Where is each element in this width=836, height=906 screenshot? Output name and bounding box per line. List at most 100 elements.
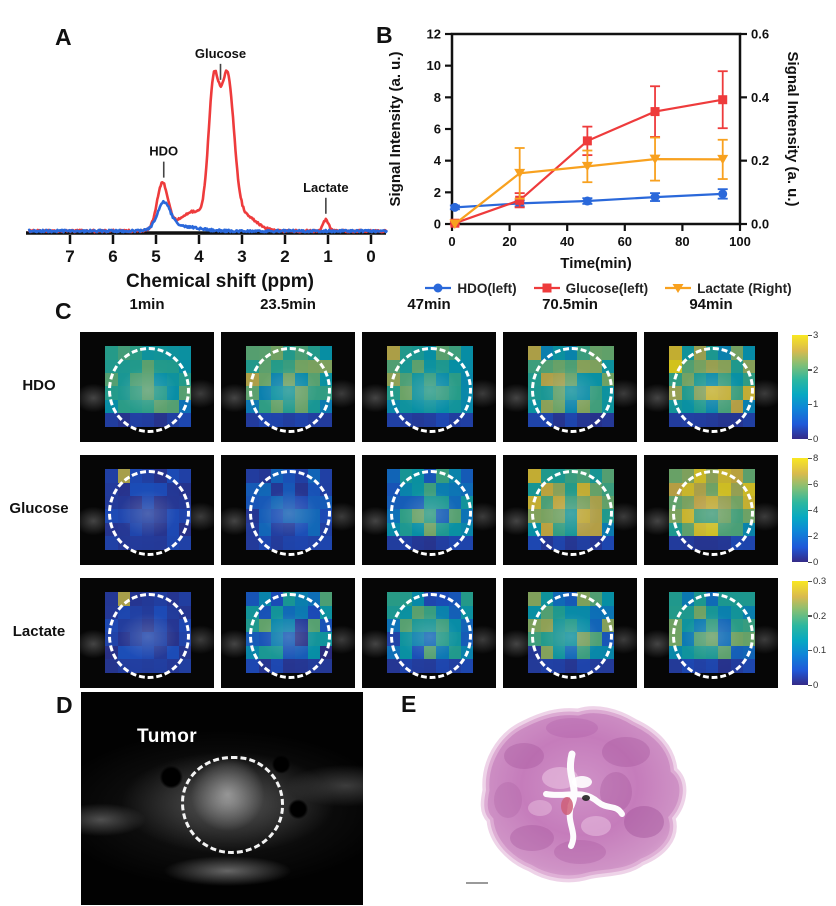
map-row-label: Lactate [12,623,66,640]
mri-map-cell [503,455,637,565]
colorbar [792,581,808,685]
left-tick-label: 10 [427,58,441,73]
map-tile [105,592,118,606]
data-point [650,192,660,202]
map-tile [528,413,541,427]
left-tick-label: 12 [427,27,441,42]
mri-map-cell [221,455,355,565]
tumor-mri-image: Tumor [81,692,363,905]
map-tile [387,346,400,360]
map-tile [742,659,756,673]
map-tile [387,536,400,550]
mri-map-cell [221,578,355,688]
map-tile [319,413,333,427]
map-tile [669,659,682,673]
map-tile [528,592,541,606]
legend-label: Lactate (Right) [697,280,792,296]
colorbar-tick-label: 6 [813,479,819,490]
map-tile [178,346,192,360]
triangle-down-marker-icon [665,284,692,293]
map-tile [460,659,474,673]
tumor-annotation: Tumor [137,726,198,747]
map-tile [319,659,333,673]
colorbar [792,335,808,439]
legend-marker [542,283,552,293]
map-tile [669,413,682,427]
tumor-roi-outline [390,593,472,680]
right-tick-label: 0.0 [751,217,769,232]
panel-d-label: D [56,692,73,718]
mri-map-cell [80,455,214,565]
colorbar-tick-label: 0 [813,434,819,445]
map-tile [742,413,756,427]
x-tick-label: 2 [280,247,289,266]
map-tile [105,346,118,360]
colorbar-tick-mark [808,509,812,511]
map-tile [528,346,541,360]
legend-item: Lactate (Right) [664,281,792,296]
colorbar-tick-label: 3 [813,330,819,341]
colorbar-tick-label: 1 [813,399,819,411]
map-tile [460,346,474,360]
colorbar-tick-mark [808,684,812,686]
colorbar-tick-mark [808,535,812,537]
data-point [649,154,661,165]
panel-a-label: A [55,24,72,50]
left-axis-title: Signal Intensity (a. u.) [387,51,404,206]
tumor-roi-outline [108,347,190,434]
map-tile [178,536,192,550]
data-point [581,161,593,172]
x-tick-label: 6 [108,247,117,266]
map-tile [246,659,259,673]
tumor-roi-outline [672,470,754,557]
map-tile [246,346,259,360]
map-tile [246,536,259,550]
data-point [718,95,728,105]
right-tick-label: 0.4 [751,90,770,105]
map-row-label: Glucose [9,500,69,517]
tumor-roi-outline [390,470,472,557]
tumor-roi-outline [108,593,190,680]
map-tile [601,469,615,483]
tumor-roi-outline [108,470,190,557]
kinetics-chart: 0 2 4 6 8 10 12 0.0 0.2 0.4 0.6 0 20 40 60 80 100 Signal … [387,27,801,273]
colorbar-tick-mark [808,580,812,582]
data-point [717,154,729,165]
left-tick-label: 2 [434,185,441,200]
tumor-roi-outline [531,347,613,434]
colorbar-tick-label: 0 [813,557,819,568]
colorbar-tick-mark [808,561,812,563]
map-tile [178,592,192,606]
map-tile [387,592,400,606]
colorbar-tick-mark [808,615,812,617]
colorbar-tick-mark [808,403,812,406]
right-tick-label: 0.6 [751,27,769,42]
mri-map-cell [221,332,355,442]
map-tile [601,413,615,427]
panel-b-label: B [376,22,393,48]
map-tile [460,536,474,550]
mri-map-cell [80,332,214,442]
left-tick-label: 8 [434,90,441,105]
map-tile [742,469,756,483]
bottom-tick-label: 40 [560,234,574,249]
x-tick-label: 5 [151,247,160,266]
colorbar-tick-label: 4 [813,505,819,516]
colorbar-tick-label: 0 [813,680,819,691]
data-point [449,219,461,229]
mri-map-cell [362,578,496,688]
colorbar-tick-label: 0.1 [813,645,827,657]
panel-c-label: C [55,298,72,324]
time-column-header: 23.5min [260,296,316,313]
data-point [650,107,660,117]
map-tile [105,659,118,673]
map-tile [742,592,756,606]
map-tile [669,536,682,550]
tumor-roi-outline [249,470,331,557]
legend-item: HDO(left) [424,281,517,296]
colorbar-tick-mark [808,457,812,459]
panel-a-nmr-spectrum: 7 6 5 4 3 2 1 0 Chemical shift (ppm) HDO Glucose La… [12,6,416,296]
map-tile [178,413,192,427]
map-tile [105,536,118,550]
